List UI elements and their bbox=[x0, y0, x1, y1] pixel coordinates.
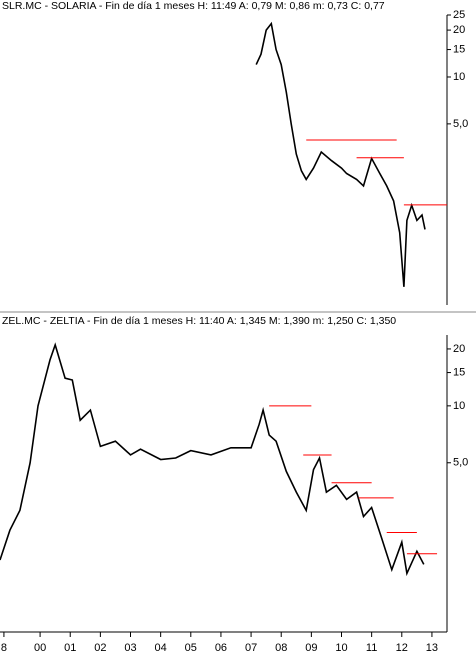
x-tick-label: 8 bbox=[1, 642, 7, 654]
x-tick-label: 07 bbox=[245, 642, 257, 654]
x-tick-label: 00 bbox=[34, 642, 46, 654]
x-tick-label: 03 bbox=[124, 642, 136, 654]
x-tick-label: 08 bbox=[275, 642, 287, 654]
y-tick-label: 20 bbox=[453, 343, 465, 355]
y-tick-label: 5,0 bbox=[453, 118, 468, 130]
y-tick-label: 15 bbox=[453, 366, 465, 378]
y-tick-label: 5,0 bbox=[453, 457, 468, 469]
y-tick-label: 20 bbox=[453, 24, 465, 36]
x-tick-label: 11 bbox=[366, 642, 377, 654]
panel-title: ZEL.MC - ZELTIA - Fin de día 1 meses H: … bbox=[2, 315, 396, 327]
x-tick-label: 02 bbox=[94, 642, 106, 654]
y-tick-label: 15 bbox=[453, 43, 465, 55]
y-tick-label: 10 bbox=[453, 400, 465, 412]
y-tick-label: 25 bbox=[453, 9, 465, 21]
x-tick-label: 04 bbox=[155, 642, 167, 654]
x-tick-label: 12 bbox=[396, 642, 408, 654]
x-tick-label: 10 bbox=[335, 642, 347, 654]
price-line bbox=[255, 21, 426, 287]
y-tick-label: 10 bbox=[453, 71, 465, 83]
x-tick-label: 06 bbox=[215, 642, 227, 654]
x-tick-label: 01 bbox=[64, 642, 76, 654]
x-tick-label: 09 bbox=[305, 642, 317, 654]
price-line bbox=[0, 342, 425, 577]
x-tick-label: 05 bbox=[185, 642, 197, 654]
x-tick-label: 13 bbox=[426, 642, 438, 654]
panel-title: SLR.MC - SOLARIA - Fin de día 1 meses H:… bbox=[2, 0, 385, 12]
